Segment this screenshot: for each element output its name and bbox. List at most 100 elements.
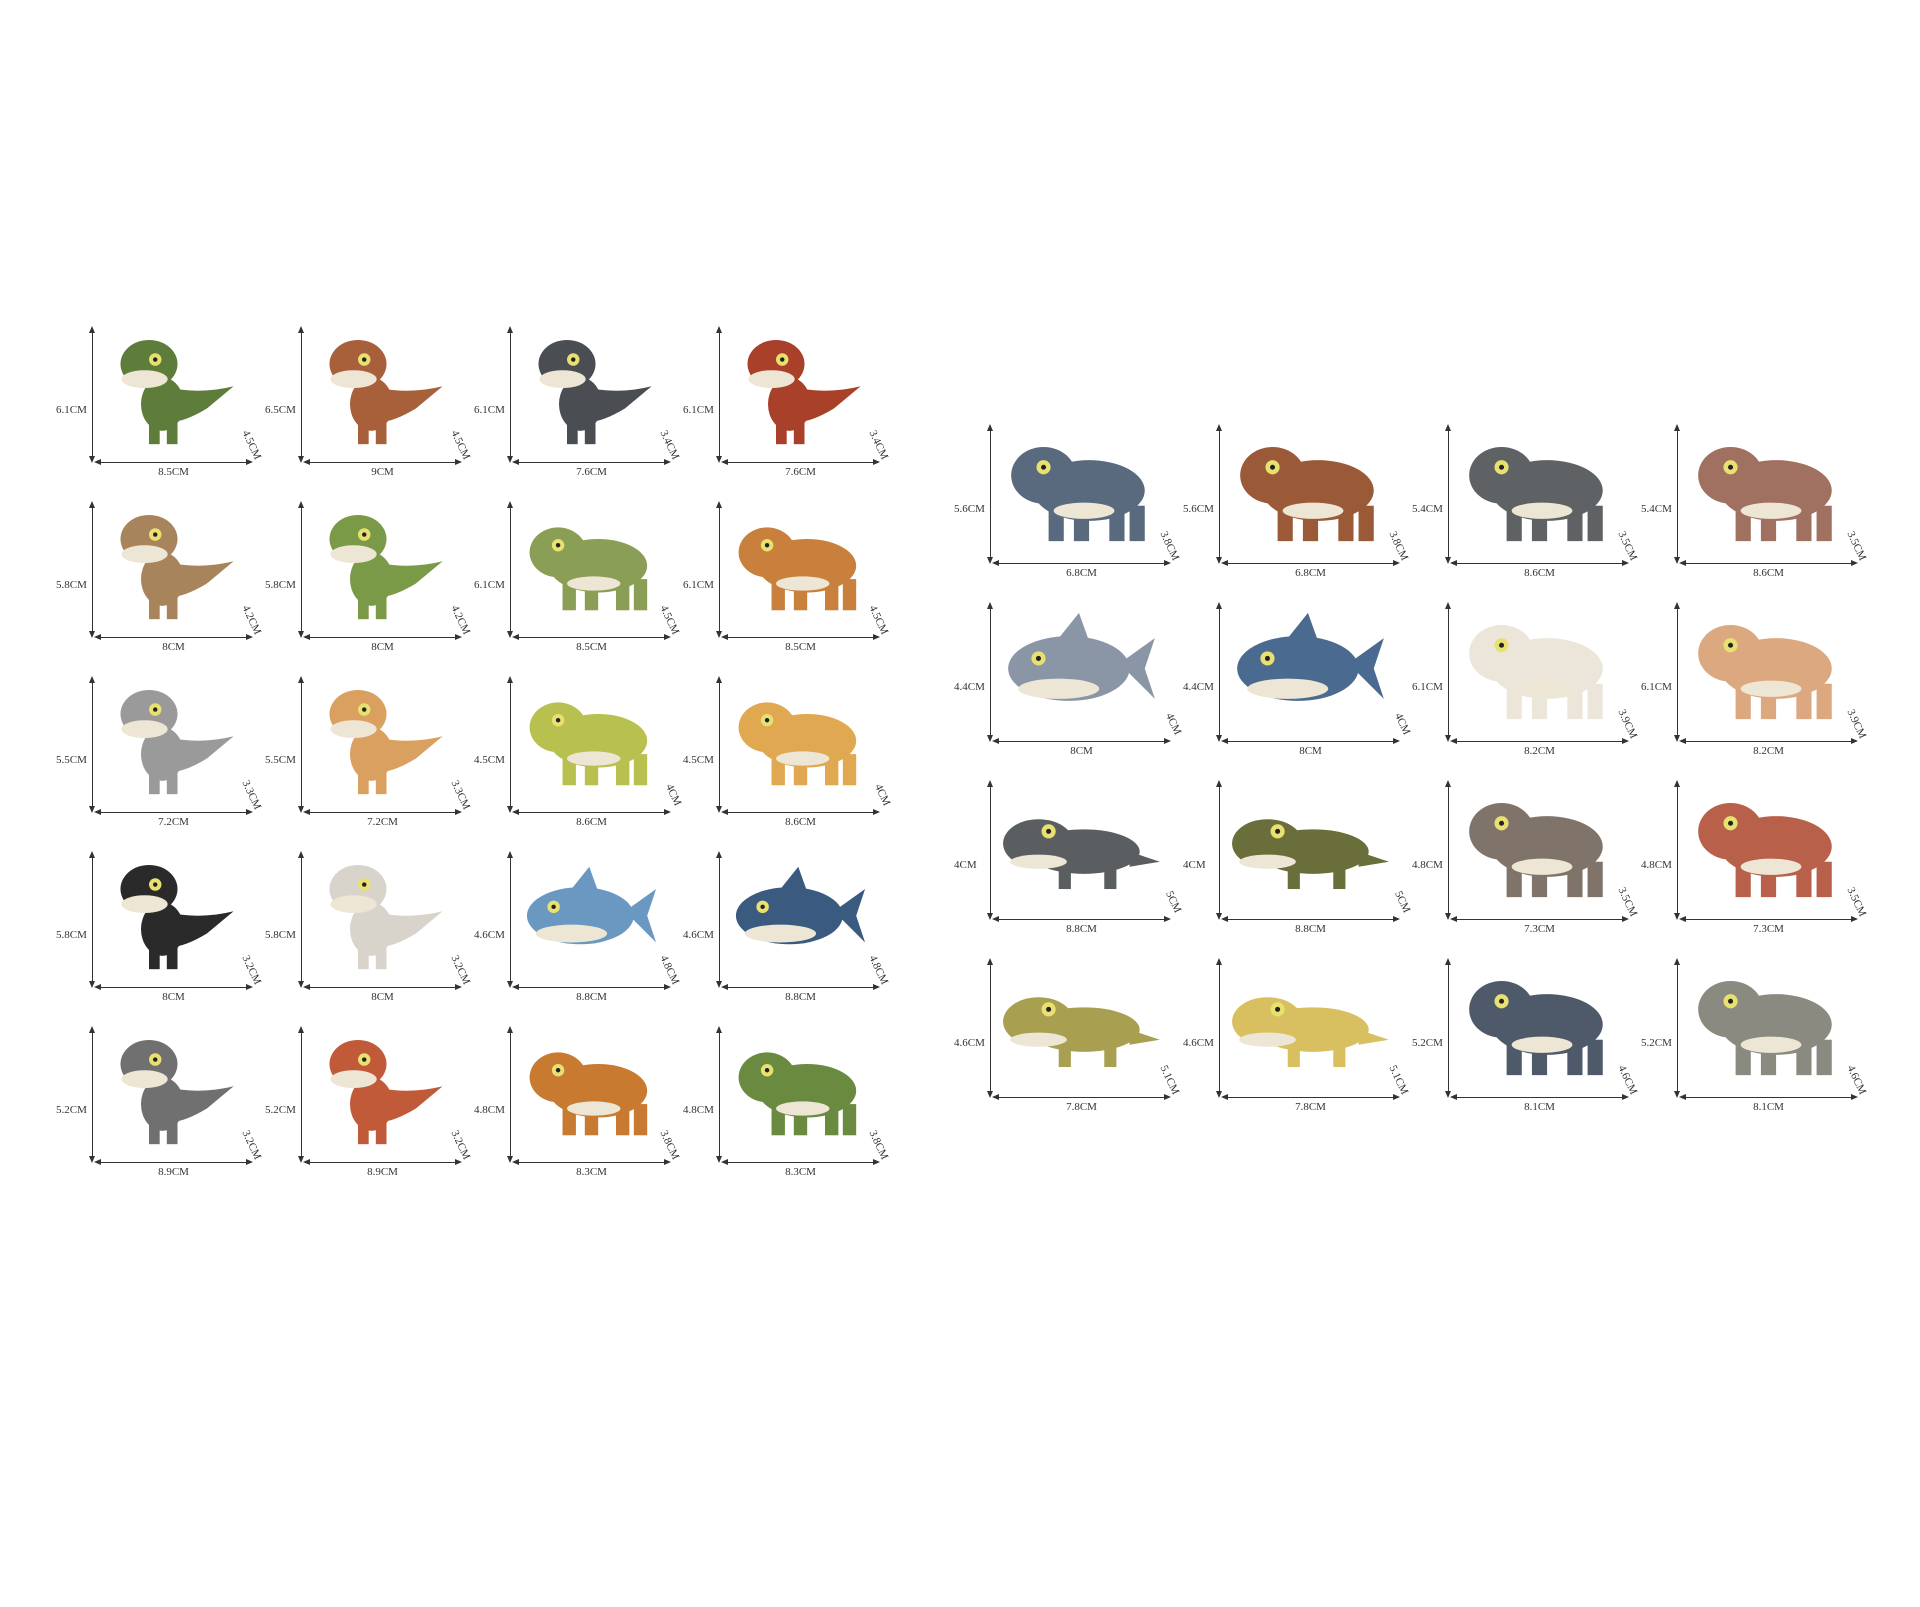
toy-item: 4.6CM 7.8CM 5.1CM [954,948,1189,1126]
width-dimension-arrow [512,808,671,815]
toy-figure-image [1227,420,1394,556]
height-dimension-arrow [88,1026,95,1163]
width-dimension-arrow [1221,915,1400,922]
height-label: 6.1CM [474,578,505,591]
width-label: 8.1CM [1524,1101,1555,1113]
height-label: 4.8CM [474,1103,505,1116]
toy-figure-image [309,322,456,455]
width-label: 7.2CM [158,816,189,828]
toy-figure-image [1227,598,1394,734]
width-label: 6.8CM [1295,567,1326,579]
toy-item: 5.2CM 8.9CM 3.2CM [265,1016,480,1191]
width-dimension-arrow [1679,915,1858,922]
height-label: 6.1CM [1412,681,1443,693]
height-label: 6.1CM [1641,681,1672,693]
toy-figure-image [1227,954,1394,1090]
width-dimension-arrow [1450,737,1629,744]
toy-item: 4.8CM 7.3CM 3.5CM [1412,770,1647,948]
height-dimension-arrow [1215,424,1222,564]
width-label: 8.3CM [576,1166,607,1178]
height-dimension-arrow [1444,958,1451,1098]
width-label: 8.5CM [785,641,816,653]
width-label: 8.2CM [1524,745,1555,757]
height-dimension-arrow [506,1026,513,1163]
toy-item: 4CM 8.8CM 5CM [1183,770,1418,948]
width-label: 6.8CM [1066,567,1097,579]
toy-figure-image [309,847,456,980]
width-label: 8CM [1070,745,1093,757]
height-dimension-arrow [1673,424,1680,564]
toy-item: 5.2CM 8.1CM 4.6CM [1412,948,1647,1126]
height-label: 4.8CM [1641,859,1672,871]
toy-figure-image [518,672,665,805]
depth-label: 4CM [1392,711,1413,737]
toy-item: 6.1CM 7.6CM 3.4CM [683,316,898,491]
width-label: 8.8CM [576,991,607,1003]
width-label: 7.8CM [1066,1101,1097,1113]
width-dimension-arrow [512,633,671,640]
toy-item: 5.8CM 8CM 4.2CM [265,491,480,666]
height-label: 4CM [954,859,977,871]
toy-item: 5.8CM 8CM 3.2CM [265,841,480,1016]
width-label: 8.9CM [367,1166,398,1178]
height-label: 4.6CM [474,928,505,941]
width-dimension-arrow [303,458,462,465]
height-dimension-arrow [1444,780,1451,920]
width-dimension-arrow [721,983,880,990]
height-label: 5.6CM [954,503,985,515]
width-dimension-arrow [303,633,462,640]
toy-item: 5.8CM 8CM 3.2CM [56,841,271,1016]
height-dimension-arrow [506,676,513,813]
height-label: 6.5CM [265,403,296,416]
width-label: 8CM [1299,745,1322,757]
width-label: 8.9CM [158,1166,189,1178]
toy-item: 5.4CM 8.6CM 3.5CM [1641,414,1876,592]
toy-item: 4.5CM 8.6CM 4CM [474,666,689,841]
toy-figure-image [1685,420,1852,556]
width-label: 8.8CM [785,991,816,1003]
width-dimension-arrow [512,983,671,990]
width-label: 8.6CM [1524,567,1555,579]
height-label: 5.8CM [56,578,87,591]
height-label: 5.2CM [1641,1037,1672,1049]
toy-item: 4.8CM 7.3CM 3.5CM [1641,770,1876,948]
toy-item: 6.1CM 8.5CM 4.5CM [56,316,271,491]
height-dimension-arrow [88,501,95,638]
toy-item: 4.4CM 8CM 4CM [1183,592,1418,770]
height-dimension-arrow [986,602,993,742]
width-label: 8.5CM [576,641,607,653]
toy-figure-image [518,322,665,455]
width-dimension-arrow [1450,915,1629,922]
height-dimension-arrow [297,501,304,638]
width-label: 7.2CM [367,816,398,828]
toy-figure-image [518,497,665,630]
height-dimension-arrow [88,326,95,463]
toy-figure-image [1456,598,1623,734]
width-dimension-arrow [1221,737,1400,744]
toy-item: 6.1CM 7.6CM 3.4CM [474,316,689,491]
width-dimension-arrow [721,1158,880,1165]
width-dimension-arrow [1221,1093,1400,1100]
toy-figure-image [727,322,874,455]
width-dimension-arrow [992,737,1171,744]
height-dimension-arrow [1673,958,1680,1098]
height-label: 4.6CM [1183,1037,1214,1049]
height-dimension-arrow [715,851,722,988]
height-dimension-arrow [506,851,513,988]
toy-figure-image [1456,954,1623,1090]
height-label: 5.5CM [56,753,87,766]
depth-label: 4CM [872,782,893,808]
height-label: 5.4CM [1412,503,1443,515]
width-label: 8.3CM [785,1166,816,1178]
height-dimension-arrow [986,424,993,564]
height-dimension-arrow [506,326,513,463]
width-label: 8.6CM [785,816,816,828]
depth-label: 5CM [1392,889,1413,915]
height-dimension-arrow [1673,602,1680,742]
width-label: 7.6CM [576,466,607,478]
width-dimension-arrow [992,1093,1171,1100]
height-dimension-arrow [715,676,722,813]
height-label: 5.2CM [1412,1037,1443,1049]
toy-figure-image [100,497,247,630]
toy-figure-image [1685,954,1852,1090]
